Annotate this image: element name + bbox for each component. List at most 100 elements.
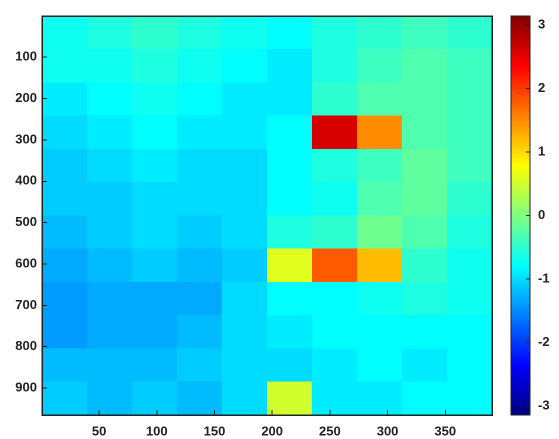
- heatmap-cell: [402, 215, 448, 250]
- y-tick-label: 600: [15, 255, 37, 270]
- heatmap-cell: [177, 215, 223, 250]
- heatmap-cell: [177, 381, 223, 416]
- heatmap-cell: [357, 281, 403, 316]
- x-tick-label: 300: [377, 423, 399, 438]
- heatmap-cell: [42, 149, 88, 183]
- heatmap-cell: [357, 182, 403, 216]
- heatmap-cell: [402, 182, 448, 216]
- heatmap-cell: [132, 248, 178, 283]
- heatmap-cell: [357, 16, 403, 50]
- heatmap-cell: [177, 182, 223, 216]
- heatmap-cell: [267, 82, 313, 117]
- x-tick-label: 50: [92, 423, 106, 438]
- colorbar-tick-label: -1: [538, 270, 550, 285]
- heatmap-cell: [312, 16, 358, 50]
- heatmap-cell: [447, 16, 493, 50]
- heatmap-cell: [222, 381, 268, 416]
- heatmap-cell: [222, 182, 268, 216]
- heatmap-cell: [357, 115, 403, 150]
- heatmap-cell: [267, 16, 313, 50]
- y-tick-label: 300: [15, 131, 37, 146]
- colorbar-tick-label: -3: [538, 398, 550, 413]
- heatmap-cell: [177, 16, 223, 50]
- heatmap-cell: [222, 248, 268, 283]
- heatmap-cell: [267, 115, 313, 150]
- heatmap-cell: [447, 348, 493, 383]
- heatmap-cell: [267, 381, 313, 416]
- heatmap-cell: [402, 348, 448, 383]
- y-tick-label: 500: [15, 214, 37, 229]
- heatmap-cell: [177, 149, 223, 183]
- heatmap-cell: [267, 348, 313, 383]
- heatmap-cell: [312, 49, 358, 83]
- y-tick-label: 900: [15, 380, 37, 395]
- heatmap-cell: [357, 348, 403, 383]
- heatmap-cell: [87, 16, 133, 50]
- heatmap-cell: [312, 381, 358, 416]
- heatmap-cell: [402, 315, 448, 349]
- heatmap-cell: [132, 82, 178, 117]
- heatmap-cell: [87, 281, 133, 316]
- heatmap-cell: [447, 215, 493, 250]
- heatmap-cell: [267, 281, 313, 316]
- heatmap-cell: [357, 248, 403, 283]
- heatmap-cell: [312, 115, 358, 150]
- heatmap-cell: [312, 248, 358, 283]
- heatmap-cell: [87, 215, 133, 250]
- heatmap-cell: [87, 381, 133, 416]
- heatmap-cell: [402, 281, 448, 316]
- heatmap: [42, 16, 493, 416]
- heatmap-cell: [357, 215, 403, 250]
- heatmap-cell: [222, 215, 268, 250]
- heatmap-cell: [132, 115, 178, 150]
- heatmap-cell: [42, 82, 88, 117]
- heatmap-cell: [357, 82, 403, 117]
- colorbar-tick-label: -2: [538, 334, 550, 349]
- heatmap-cell: [402, 248, 448, 283]
- heatmap-cell: [312, 182, 358, 216]
- heatmap-cell: [447, 281, 493, 316]
- heatmap-cell: [42, 348, 88, 383]
- x-tick-label: 250: [319, 423, 341, 438]
- heatmap-cell: [87, 315, 133, 349]
- heatmap-cell: [312, 82, 358, 117]
- x-tick-label: 100: [146, 423, 168, 438]
- heatmap-cell: [132, 215, 178, 250]
- heatmap-cell: [87, 248, 133, 283]
- plot-frame: [41, 15, 493, 416]
- heatmap-cell: [87, 115, 133, 150]
- heatmap-cell: [132, 315, 178, 349]
- heatmap-cell: [357, 381, 403, 416]
- heatmap-cell: [267, 248, 313, 283]
- heatmap-cell: [267, 215, 313, 250]
- heatmap-cell: [402, 115, 448, 150]
- heatmap-cell: [87, 182, 133, 216]
- heatmap-cell: [357, 49, 403, 83]
- heatmap-cell: [222, 16, 268, 50]
- x-tick-label: 150: [204, 423, 226, 438]
- heatmap-cell: [222, 281, 268, 316]
- heatmap-cell: [132, 49, 178, 83]
- heatmap-cell: [42, 182, 88, 216]
- heatmap-cell: [267, 315, 313, 349]
- heatmap-cell: [42, 49, 88, 83]
- heatmap-cell: [42, 115, 88, 150]
- heatmap-cell: [447, 182, 493, 216]
- y-tick-label: 100: [15, 49, 37, 64]
- heatmap-cell: [42, 215, 88, 250]
- heatmap-cell: [132, 381, 178, 416]
- heatmap-cell: [357, 315, 403, 349]
- heatmap-cell: [42, 16, 88, 50]
- heatmap-cell: [312, 281, 358, 316]
- heatmap-cell: [447, 82, 493, 117]
- heatmap-cell: [177, 49, 223, 83]
- heatmap-cell: [177, 115, 223, 150]
- heatmap-cell: [132, 182, 178, 216]
- heatmap-cell: [312, 315, 358, 349]
- heatmap-cell: [357, 149, 403, 183]
- heatmap-cell: [447, 149, 493, 183]
- heatmap-cell: [222, 149, 268, 183]
- heatmap-cell: [402, 16, 448, 50]
- heatmap-cell: [177, 281, 223, 316]
